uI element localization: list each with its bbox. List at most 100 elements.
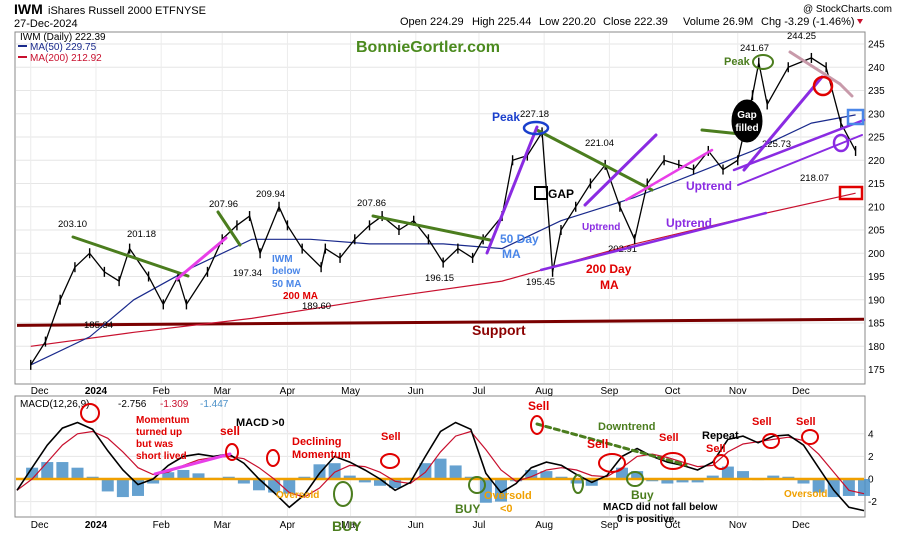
annotation-200-day-ma: 200 Day <box>586 262 632 276</box>
macd-legend-v3: -1.447 <box>200 399 229 410</box>
macd-histogram-bar <box>676 479 689 483</box>
annotation-200-ma: 200 MA <box>283 291 318 302</box>
macd-histogram-bar <box>858 479 870 496</box>
annotation-200-day-ma: MA <box>600 278 619 292</box>
trendline-green <box>535 128 654 192</box>
macd-histogram-bar <box>449 465 462 479</box>
macd-buy-circle <box>468 476 486 494</box>
macd-annotation-sell: Sell <box>796 416 816 428</box>
price-label: 241.67 <box>740 43 769 54</box>
price-label: 201.18 <box>127 229 156 240</box>
volume-value: Volume 26.9M <box>683 16 753 28</box>
price-label: 196.15 <box>425 273 454 284</box>
macd-histogram-bar <box>419 463 432 479</box>
annotation-uptrend: Uptrend <box>686 179 732 193</box>
trendline-green <box>216 210 242 247</box>
macd-histogram-bar <box>479 479 492 503</box>
price-label: 209.94 <box>256 189 285 200</box>
x-tick-label: Feb <box>153 386 171 397</box>
macd-x-tick-label: Nov <box>729 520 747 531</box>
macd-legend-v2: -1.309 <box>160 399 189 410</box>
macd-histogram-bar <box>147 479 160 484</box>
macd-histogram-bar <box>737 471 749 479</box>
macd-buy-circle <box>572 474 584 494</box>
price-tick-label: 185 <box>868 319 885 330</box>
macd-sell-circle <box>80 403 100 423</box>
red-box <box>838 185 864 201</box>
macd-annotation-sell: Sell <box>381 431 401 443</box>
trendline-pink <box>838 82 854 98</box>
price-tick-label: 235 <box>868 86 885 97</box>
legend-ma50: MA(50) 229.75 <box>30 42 97 53</box>
macd-histogram-bar <box>162 472 175 479</box>
ticker-symbol: IWM <box>14 1 43 17</box>
x-tick-label: Dec <box>31 386 49 397</box>
macd-histogram-bar <box>616 467 628 479</box>
x-tick-label: Dec <box>792 386 810 397</box>
macd-x-tick-label: Oct <box>665 520 681 531</box>
copyright: @ StockCharts.com <box>803 4 892 15</box>
macd-histogram-bar <box>374 479 386 486</box>
annotation-iwm-below: below <box>272 266 301 277</box>
exchange: NYSE <box>176 5 206 17</box>
price-label: 221.04 <box>585 138 614 149</box>
macd-histogram-bar <box>691 479 704 483</box>
macd-histogram-bar <box>540 471 553 479</box>
price-tick-label: 190 <box>868 295 885 306</box>
annotation-gap-filled: filled <box>735 123 758 134</box>
macd-histogram-bar <box>797 479 810 484</box>
change-value: Chg -3.29 (-1.46%) <box>761 16 855 28</box>
trendline-magenta <box>175 236 228 281</box>
macd-x-tick-label: May <box>341 520 360 531</box>
x-tick-label: Apr <box>280 386 296 397</box>
macd-tick-label: 4 <box>868 429 874 440</box>
macd-x-tick-label: Dec <box>792 520 810 531</box>
annotation-uptrend: Uptrend <box>666 216 712 230</box>
price-label: 207.86 <box>357 198 386 209</box>
price-tick-label: 240 <box>868 63 885 74</box>
gap-square <box>534 186 548 200</box>
macd-histogram-bar <box>570 479 583 484</box>
macd-x-tick-label: Aug <box>535 520 553 531</box>
price-label: 195.45 <box>526 277 555 288</box>
macd-histogram-bar <box>313 464 326 479</box>
watermark: BonnieGortler.com <box>356 39 500 56</box>
macd-annotation-sell: Sell <box>587 437 608 451</box>
price-label: 244.25 <box>787 31 816 42</box>
price-tick-label: 245 <box>868 40 885 51</box>
macd-buy-circle <box>626 471 644 487</box>
macd-sell-circle <box>762 433 780 449</box>
macd-x-tick-label: Sep <box>600 520 618 531</box>
macd-annotation-buy: BUY <box>455 502 480 516</box>
macd-trendline-magenta <box>153 452 232 476</box>
x-tick-label: Sep <box>600 386 618 397</box>
macd-histogram-bar <box>358 479 371 483</box>
price-tick-label: 175 <box>868 365 885 376</box>
price-tick-label: 195 <box>868 272 885 283</box>
price-label: 227.18 <box>520 109 549 120</box>
price-tick-label: 210 <box>868 202 885 213</box>
annotation-gap-filled: Gap <box>737 110 756 121</box>
price-tick-label: 230 <box>868 109 885 120</box>
x-tick-label: Mar <box>214 386 232 397</box>
macd-annotation-momentum: but was <box>136 439 174 450</box>
macd-annotation-buy: BUY <box>332 518 362 534</box>
macd-tick-label: 0 <box>868 475 874 486</box>
blue-square <box>846 108 865 126</box>
peak-ellipse <box>522 120 550 136</box>
support-line <box>16 317 865 327</box>
macd-histogram-bar <box>253 479 265 491</box>
price-label: 207.96 <box>209 199 238 210</box>
macd-histogram-bar <box>842 479 855 496</box>
price-label: 197.34 <box>233 268 262 279</box>
x-tick-label: Oct <box>665 386 681 397</box>
chart-date: 27-Dec-2024 <box>14 18 78 30</box>
macd-histogram-bar <box>525 469 538 479</box>
macd-annotation-declining: Momentum <box>292 449 351 461</box>
x-tick-label: Jul <box>473 386 486 397</box>
legend-price: IWM (Daily) 222.39 <box>20 32 106 43</box>
macd-histogram-bar <box>434 458 447 479</box>
macd-annotation-macd-positive: MACD >0 <box>236 417 285 429</box>
trendline-purple <box>742 75 824 172</box>
macd-annotation-buy: Buy <box>631 488 654 502</box>
